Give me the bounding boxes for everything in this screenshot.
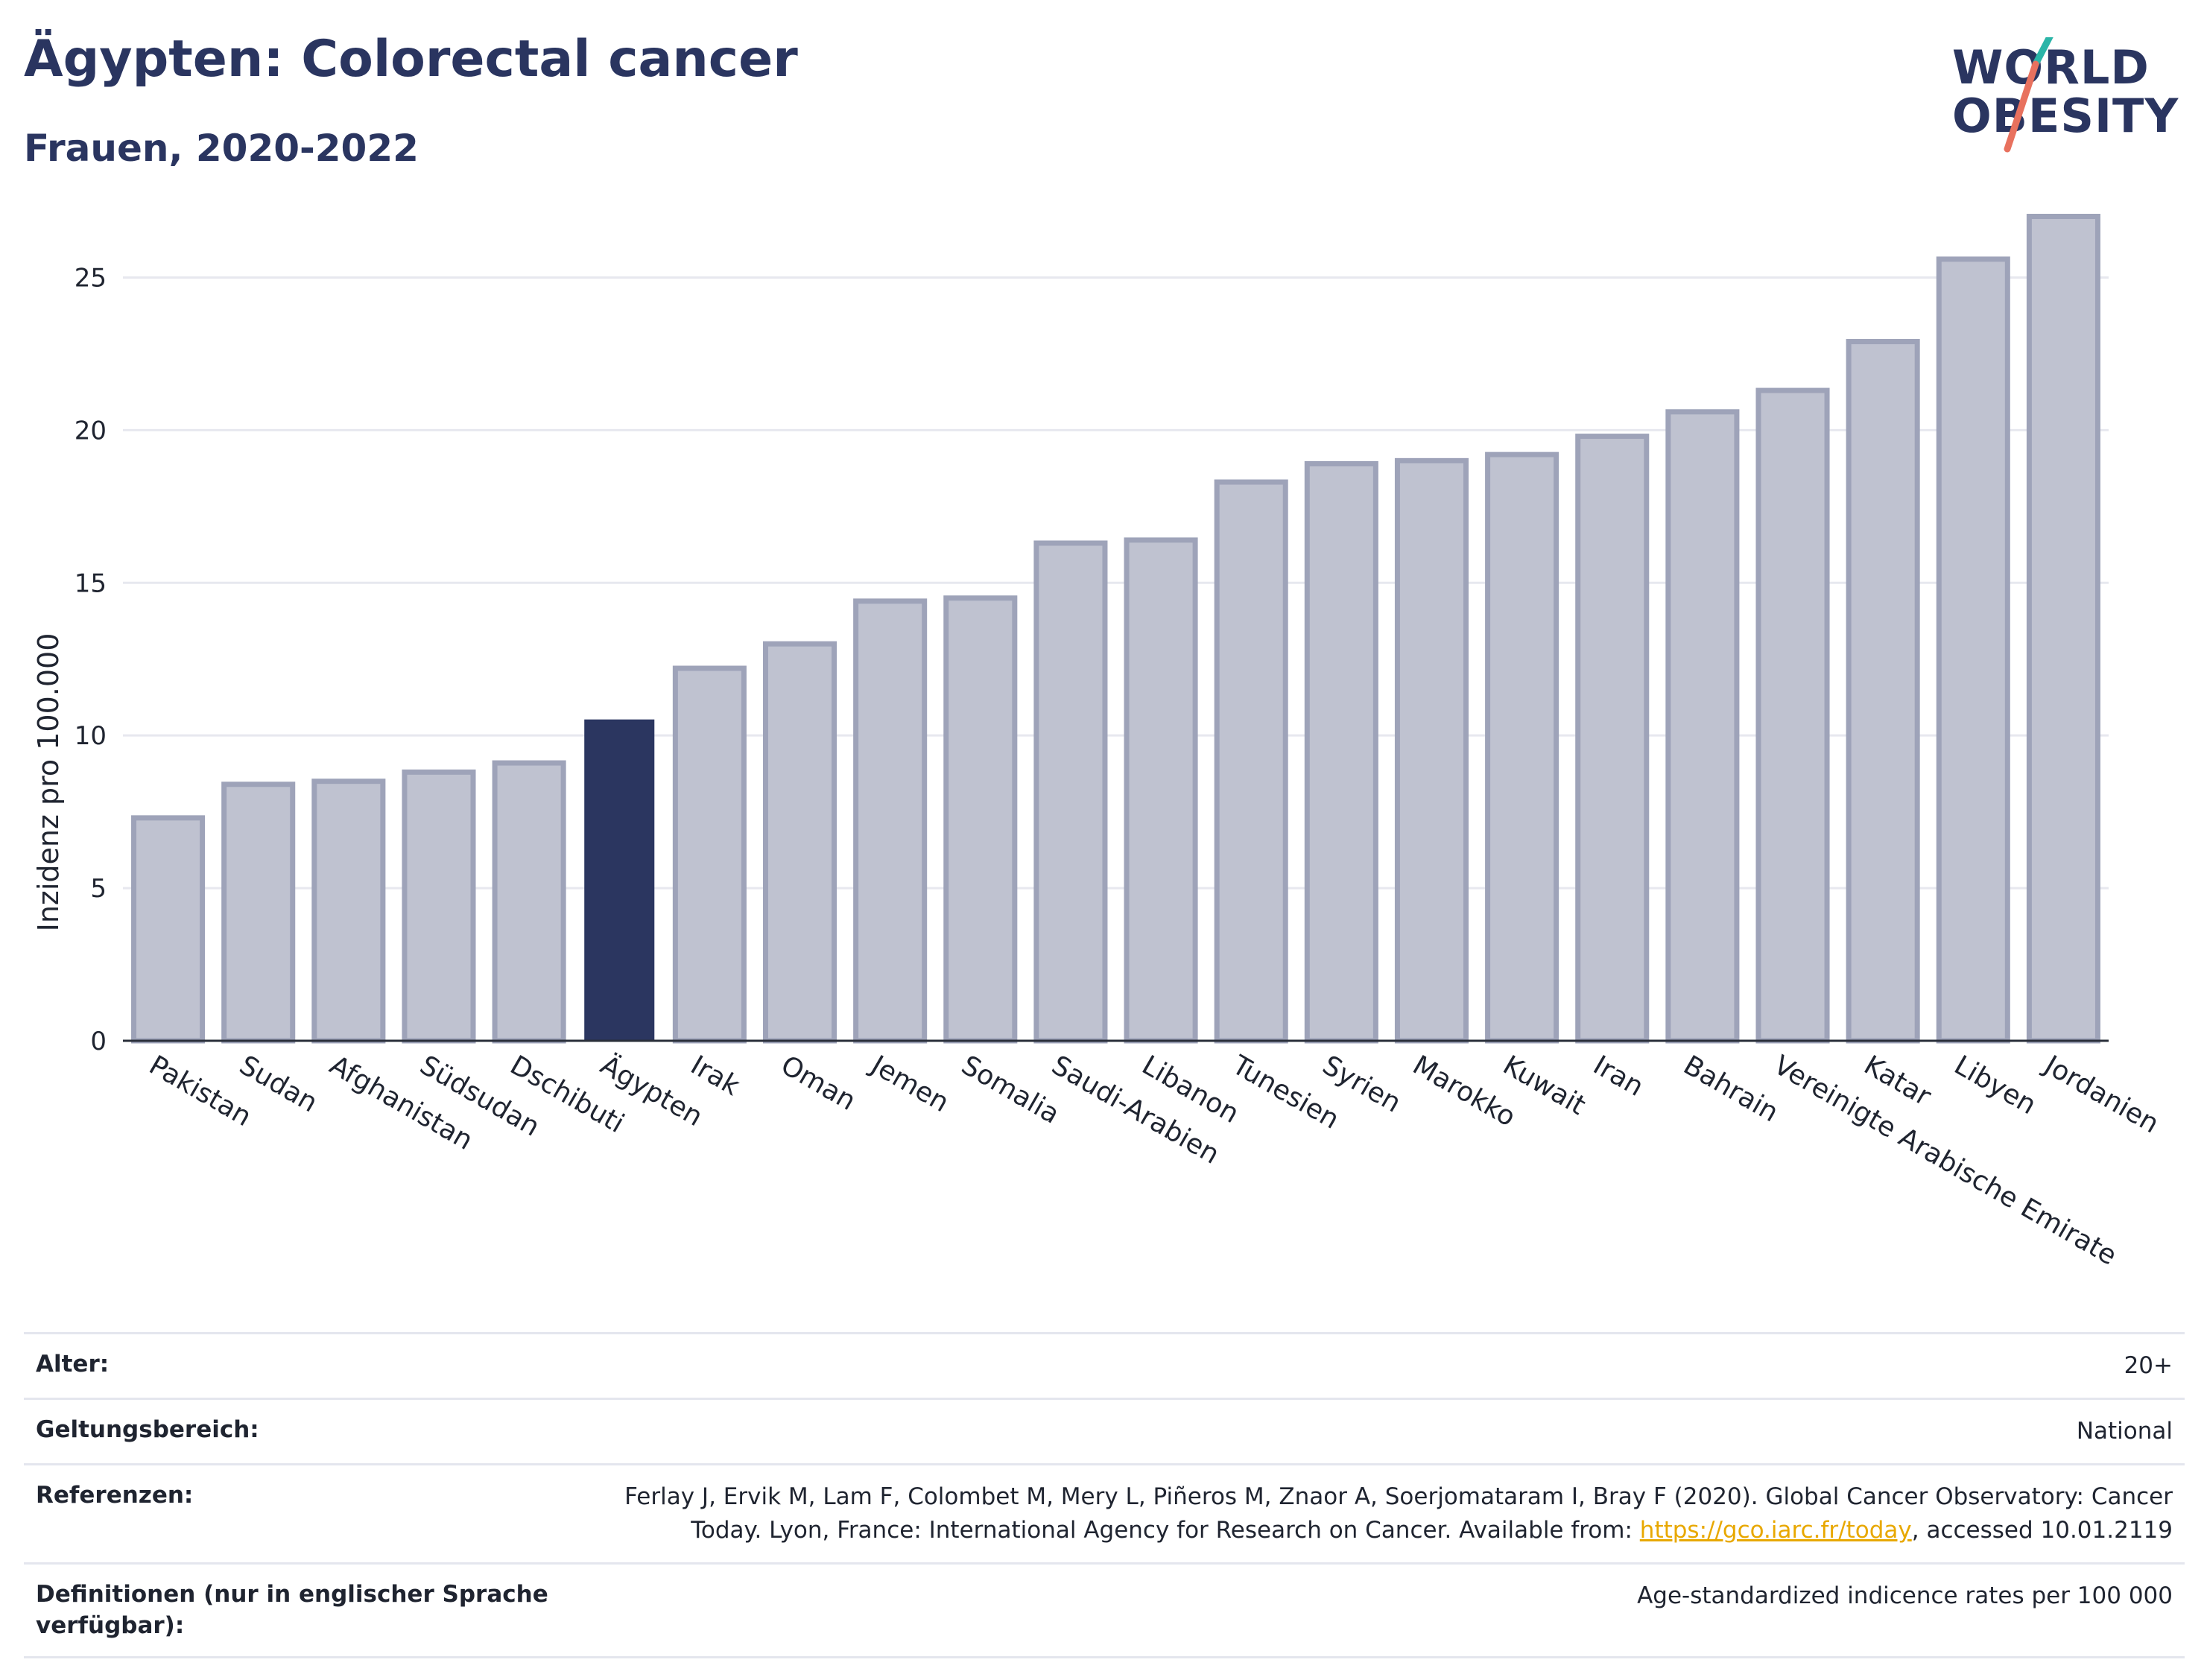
age-label: Alter: bbox=[36, 1351, 110, 1378]
y-tick-label: 15 bbox=[75, 568, 107, 598]
page-title: Ägypten: Colorectal cancer bbox=[24, 30, 798, 89]
y-tick-label: 0 bbox=[90, 1027, 107, 1056]
meta-row-definitions: Definitionen (nur in englischer Sprache … bbox=[24, 1562, 2185, 1659]
bar-jemen bbox=[853, 598, 928, 1044]
bar-kuwait bbox=[1485, 451, 1559, 1044]
references-link[interactable]: https://gco.iarc.fr/today bbox=[1639, 1516, 1912, 1544]
bar-marokko bbox=[1394, 457, 1469, 1044]
y-tick-label: 25 bbox=[75, 263, 107, 293]
bar-bahrain bbox=[1665, 409, 1740, 1044]
x-tick-label: Libyen bbox=[1949, 1050, 2042, 1120]
page-subtitle: Frauen, 2020-2022 bbox=[24, 127, 419, 170]
bar-libyen bbox=[1936, 256, 2010, 1044]
age-value: 20+ bbox=[2124, 1352, 2173, 1379]
metadata-table: Alter: 20+ Geltungsbereich: National Ref… bbox=[24, 1332, 2185, 1659]
x-tick-label: Irak bbox=[685, 1050, 745, 1102]
bar-libanon bbox=[1124, 537, 1198, 1044]
bar-afghanistan bbox=[311, 779, 386, 1044]
bar-iran bbox=[1575, 434, 1650, 1044]
bar-pakistan bbox=[131, 815, 206, 1044]
bar-irak bbox=[672, 665, 747, 1044]
bar-saudi-arabien bbox=[1033, 540, 1108, 1044]
references-tail: , accessed 10.01.2119 bbox=[1911, 1516, 2173, 1544]
x-tick-label: Iran bbox=[1588, 1050, 1648, 1103]
y-tick-label: 5 bbox=[90, 874, 107, 904]
logo-line-2: OBESITY bbox=[1952, 89, 2179, 143]
x-tick-label: Pakistan bbox=[144, 1050, 256, 1132]
definitions-label: Definitionen (nur in englischer Sprache … bbox=[36, 1580, 548, 1639]
bar-dschibuti bbox=[492, 760, 566, 1044]
references-label: Referenzen: bbox=[36, 1481, 194, 1509]
references-value: Ferlay J, Ervik M, Lam F, Colombet M, Me… bbox=[571, 1480, 2173, 1547]
meta-row-age: Alter: 20+ bbox=[24, 1332, 2185, 1398]
bar-ägypten bbox=[584, 719, 655, 1042]
bar-somalia bbox=[943, 595, 1018, 1044]
x-tick-label: Oman bbox=[776, 1050, 861, 1117]
bar-vereinigte-arabische-emirate bbox=[1755, 387, 1830, 1044]
x-tick-label: Jordanien bbox=[2038, 1049, 2164, 1139]
bar-katar bbox=[1846, 339, 1920, 1044]
logo-line-1: WORLD bbox=[1952, 40, 2150, 95]
bar-sudan bbox=[221, 782, 296, 1044]
x-tick-label: Bahrain bbox=[1678, 1050, 1783, 1128]
meta-row-scope: Geltungsbereich: National bbox=[24, 1397, 2185, 1463]
references-text: Ferlay J, Ervik M, Lam F, Colombet M, Me… bbox=[624, 1483, 2173, 1544]
y-axis-label: Inzidenz pro 100.000 bbox=[32, 633, 65, 932]
logo-slash-icon bbox=[2004, 37, 2053, 153]
bar-syrien bbox=[1304, 460, 1378, 1044]
meta-row-references: Referenzen: Ferlay J, Ervik M, Lam F, Co… bbox=[24, 1462, 2185, 1562]
scope-label: Geltungsbereich: bbox=[36, 1416, 259, 1443]
y-tick-label: 20 bbox=[75, 416, 107, 446]
scope-value: National bbox=[2076, 1417, 2173, 1445]
bar-südsudan bbox=[402, 769, 476, 1044]
x-tick-label: Marokko bbox=[1407, 1050, 1521, 1132]
x-tick-label: Somalia bbox=[956, 1050, 1064, 1130]
world-obesity-logo: WORLD OBESITY bbox=[1945, 37, 2191, 156]
y-tick-label: 10 bbox=[75, 721, 107, 751]
bar-tunesien bbox=[1214, 479, 1288, 1044]
x-tick-label: Jemen bbox=[864, 1049, 954, 1118]
bar-jordanien bbox=[2026, 213, 2100, 1044]
bar-oman bbox=[762, 641, 837, 1044]
definitions-value: Age-standardized indicence rates per 100… bbox=[1637, 1582, 2173, 1609]
